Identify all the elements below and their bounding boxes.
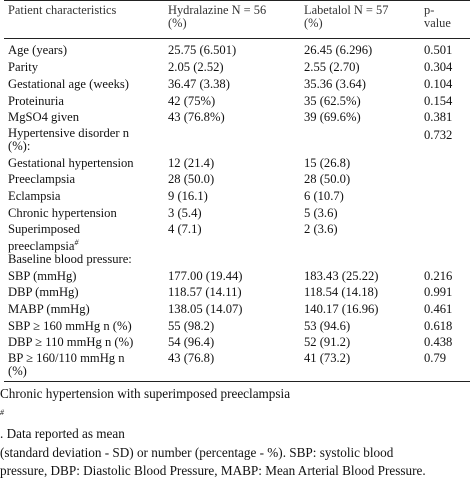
p-value: 0.381 — [424, 110, 453, 124]
hydralazine-value: 138.05 (14.07) — [168, 302, 243, 316]
p-value: 0.501 — [424, 43, 453, 57]
labetalol-value: 39 (69.6%) — [304, 110, 361, 124]
row-label: Eclampsia — [8, 189, 61, 203]
row-label: Hypertensive disorder n (%): — [8, 127, 129, 153]
footnote-marker: # — [0, 407, 4, 417]
header-labetalol-line1: Labetalol N = 57 — [304, 3, 389, 17]
row-label: Parity — [8, 60, 39, 74]
labetalol-value: 35 (62.5%) — [304, 94, 361, 108]
header-hydralazine-line2: (%) — [168, 16, 187, 30]
hydralazine-value: 54 (96.4) — [168, 335, 215, 349]
hydralazine-value: 9 (16.1) — [168, 189, 208, 203]
row-label-line2: preeclampsia — [8, 239, 75, 253]
hydralazine-value: 3 (5.4) — [168, 206, 202, 220]
hydralazine-value: 28 (50.0) — [168, 172, 215, 186]
row-label: SBP ≥ 160 mmHg n (%) — [8, 319, 132, 333]
row-label-line1: Superimposed — [8, 222, 81, 236]
header-p-value-line2: value — [424, 16, 451, 30]
hydralazine-value: 55 (98.2) — [168, 319, 215, 333]
footnote-line1-text-end: . Data reported as mean — [0, 426, 125, 441]
header-hydralazine-line1: Hydralazine N = 56 — [168, 3, 267, 17]
footnote-line2: (standard deviation - SD) or number (per… — [0, 444, 394, 460]
row-label: Baseline blood pressure: — [8, 252, 132, 266]
labetalol-value: 28 (50.0) — [304, 172, 351, 186]
row-label: Chronic hypertension — [8, 206, 117, 220]
table-footnote: Chronic hypertension with superimposed p… — [0, 385, 474, 481]
labetalol-value: 35.36 (3.64) — [304, 77, 366, 91]
row-label: Proteinuria — [8, 94, 64, 108]
p-value: 0.216 — [424, 269, 453, 283]
row-label: Gestational age (weeks) — [8, 77, 129, 91]
p-value: 0.154 — [424, 94, 453, 108]
p-value: 0.79 — [424, 351, 447, 365]
table-bottom-rule — [4, 381, 470, 382]
p-value: 0.104 — [424, 77, 453, 91]
labetalol-value: 5 (3.6) — [304, 206, 338, 220]
row-label: DBP ≥ 110 mmHg n (%) — [8, 335, 134, 349]
row-label-line2: (%): — [8, 139, 31, 153]
row-label: Age (years) — [8, 43, 68, 57]
header-patient-characteristics: Patient characteristics — [8, 3, 117, 17]
labetalol-value: 183.43 (25.22) — [304, 269, 379, 283]
hydralazine-value: 4 (7.1) — [168, 222, 202, 236]
header-labetalol: Labetalol N = 57 (%) — [304, 4, 388, 30]
labetalol-value: 15 (26.8) — [304, 156, 351, 170]
labetalol-value: 41 (73.2) — [304, 351, 351, 365]
footnote-line3: pressure, DBP: Diastolic Blood Pressure,… — [0, 463, 426, 478]
p-value: 0.618 — [424, 319, 453, 333]
hydralazine-value: 42 (75%) — [168, 94, 216, 108]
header-hydralazine: Hydralazine N = 56 (%) — [168, 4, 266, 30]
hydralazine-value: 177.00 (19.44) — [168, 269, 243, 283]
footnote-line1: Chronic hypertension with superimposed p… — [0, 385, 474, 444]
row-label: BP ≥ 160/110 mmHg n (%) — [8, 352, 125, 378]
row-label: Gestational hypertension — [8, 156, 134, 170]
row-label-line2: (%) — [8, 364, 27, 378]
row-label: Preeclampsia — [8, 172, 76, 186]
hydralazine-value: 118.57 (14.11) — [168, 285, 242, 299]
labetalol-value: 2.55 (2.70) — [304, 60, 360, 74]
row-label: MgSO4 given — [8, 110, 80, 124]
row-label: Superimposed preeclampsia# — [8, 223, 80, 253]
table-top-rule — [4, 0, 470, 1]
row-label-line1: Hypertensive disorder n — [8, 126, 130, 140]
labetalol-value: 53 (94.6) — [304, 319, 351, 333]
hydralazine-value: 25.75 (6.501) — [168, 43, 237, 57]
hydralazine-value: 36.47 (3.38) — [168, 77, 230, 91]
footnote-line1-text: Chronic hypertension with superimposed p… — [0, 386, 291, 401]
header-p-value-line1: p- — [424, 3, 435, 17]
footnote-marker: # — [74, 238, 79, 247]
header-labetalol-line2: (%) — [304, 16, 323, 30]
p-value: 0.461 — [424, 302, 453, 316]
labetalol-value: 26.45 (6.296) — [304, 43, 373, 57]
labetalol-value: 140.17 (16.96) — [304, 302, 379, 316]
hydralazine-value: 12 (21.4) — [168, 156, 215, 170]
p-value: 0.304 — [424, 60, 453, 74]
header-bottom-rule — [4, 38, 470, 39]
row-label-line1: BP ≥ 160/110 mmHg n — [8, 351, 125, 365]
labetalol-value: 118.54 (14.18) — [304, 285, 379, 299]
p-value: 0.991 — [424, 285, 453, 299]
row-label: SBP (mmHg) — [8, 269, 77, 283]
labetalol-value: 2 (3.6) — [304, 222, 338, 236]
hydralazine-value: 43 (76.8) — [168, 351, 215, 365]
labetalol-value: 52 (91.2) — [304, 335, 351, 349]
header-p-value: p- value — [424, 4, 451, 30]
p-value: 0.438 — [424, 335, 453, 349]
p-value: 0.732 — [424, 128, 453, 142]
hydralazine-value: 2.05 (2.52) — [168, 60, 224, 74]
hydralazine-value: 43 (76.8%) — [168, 110, 225, 124]
row-label: DBP (mmHg) — [8, 285, 79, 299]
row-label: MABP (mmHg) — [8, 302, 90, 316]
labetalol-value: 6 (10.7) — [304, 189, 344, 203]
